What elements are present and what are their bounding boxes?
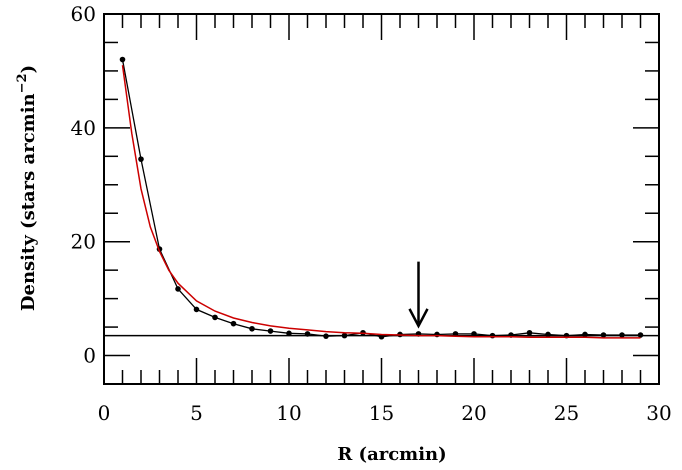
data-point [619,332,625,338]
y-axis-title-exponent: −2 [15,73,30,93]
y-axis-title: Density (stars arcmin−2) [15,65,39,311]
y-tick-label: 40 [71,116,96,140]
data-point [526,329,533,336]
data-point [471,331,477,337]
x-tick-label: 10 [276,401,301,425]
x-tick-label: 25 [554,401,579,425]
major-ticks [104,14,659,384]
arrow-head [408,308,429,329]
data-point [230,320,237,327]
y-tick-labels: 0 20 40 60 [71,2,96,368]
data-point [267,328,274,334]
y-tick-label: 20 [71,230,96,254]
x-tick-label: 20 [461,401,486,425]
data-point [323,333,329,339]
minor-ticks [104,14,659,384]
series-layer [119,56,644,340]
data-point [119,56,126,63]
x-axis-title: R (arcmin) [337,444,446,465]
data-point [175,286,181,292]
x-tick-label: 5 [190,401,203,425]
data-point [304,331,311,337]
data-point [378,333,385,340]
y-tick-label: 60 [71,2,96,26]
data-point [138,156,144,162]
data-point [600,332,607,338]
fit-curve [121,65,641,339]
data-point [212,314,218,321]
data-point [341,332,348,339]
observed-line [121,59,641,338]
data-point [637,332,644,338]
arrow-marker [408,261,429,329]
data-point [193,306,200,313]
data-point [434,331,440,338]
y-axis-title-main: Density (stars arcmin [18,93,39,311]
data-point [452,331,459,337]
x-tick-labels: 0 5 10 15 20 25 30 [98,401,672,425]
x-tick-label: 15 [369,401,394,425]
y-axis-title-close: ) [18,65,39,74]
plot-frame [103,13,660,385]
data-point [545,331,551,338]
data-point [286,330,292,337]
data-point [582,331,588,338]
x-tick-label: 30 [646,401,671,425]
data-point [489,332,496,339]
y-tick-label: 0 [83,344,96,368]
data-point [249,325,255,332]
x-tick-label: 0 [98,401,111,425]
